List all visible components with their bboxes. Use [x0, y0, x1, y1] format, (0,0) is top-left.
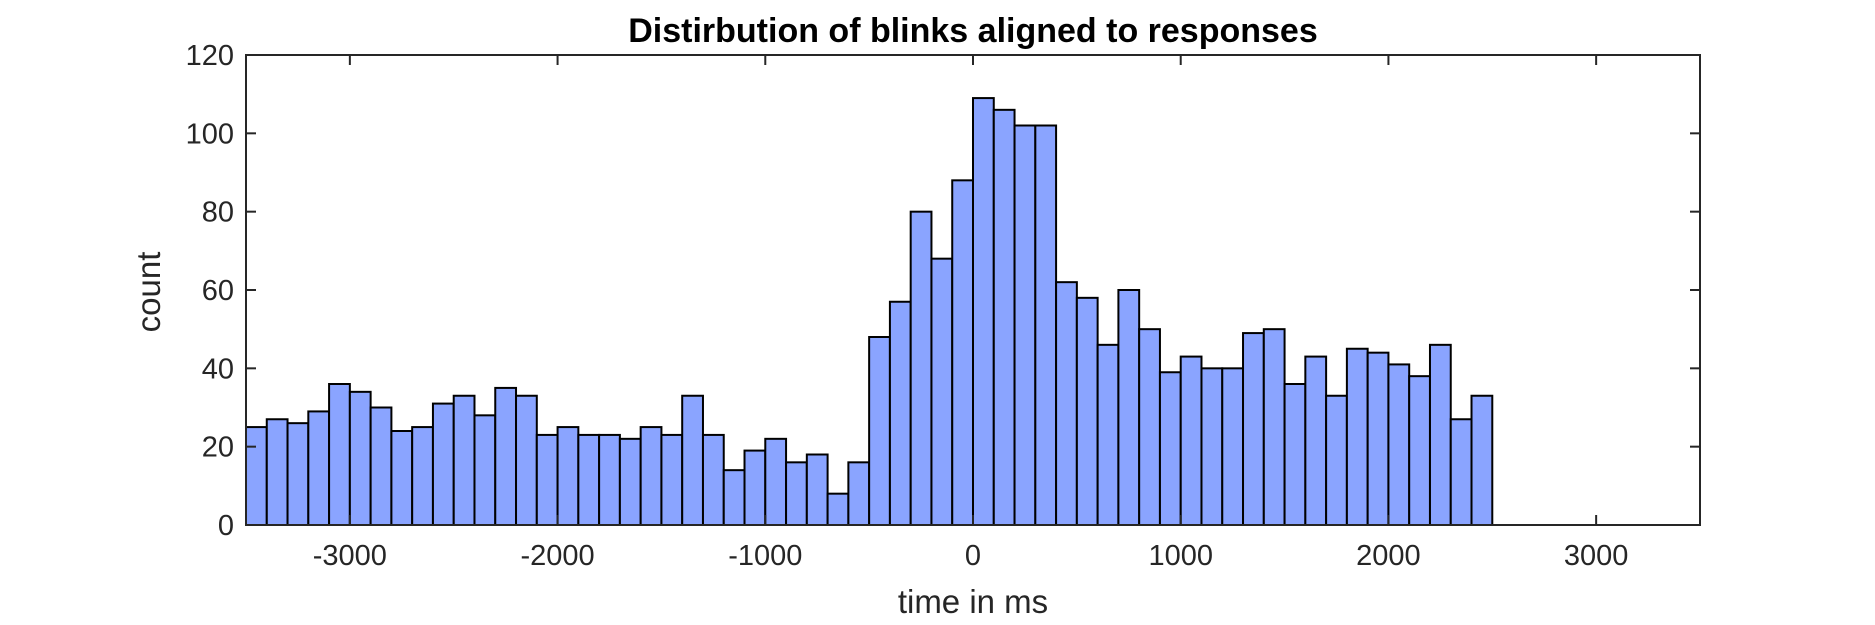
chart-title: Distirbution of blinks aligned to respon…	[628, 12, 1318, 50]
histogram-bar	[390, 430, 414, 526]
histogram-bar	[556, 426, 580, 527]
histogram-bar	[577, 433, 601, 526]
histogram-bar	[1242, 332, 1265, 527]
x-tick-label: 3000	[1564, 540, 1629, 572]
x-tick-label: 2000	[1356, 540, 1421, 572]
y-tick-label: 20	[202, 432, 234, 464]
histogram-bar	[1304, 355, 1328, 527]
histogram-bar	[1138, 328, 1161, 526]
histogram-bar	[1158, 371, 1182, 526]
histogram-bar	[328, 383, 351, 526]
histogram-bar	[431, 402, 455, 527]
histogram-bar	[1470, 394, 1494, 526]
histogram-bar	[494, 386, 518, 526]
histogram-bar	[452, 394, 476, 526]
histogram-bar	[1200, 367, 1224, 527]
histogram-bar	[618, 437, 642, 527]
histogram-bar	[951, 179, 975, 526]
histogram-bar	[1428, 343, 1452, 527]
y-tick-label: 0	[218, 510, 234, 542]
y-tick-label: 100	[186, 118, 234, 150]
histogram-bar	[722, 469, 746, 526]
x-tick-label: -1000	[728, 540, 802, 572]
histogram-bar	[1117, 289, 1141, 526]
histogram-bar	[1262, 328, 1286, 526]
y-tick-label: 80	[202, 197, 234, 229]
histogram-bar	[1449, 418, 1473, 526]
histogram-bar	[868, 336, 891, 526]
histogram-bar	[681, 394, 704, 526]
histogram-bar	[992, 108, 1016, 526]
histogram-bar	[1325, 394, 1348, 526]
histogram-bar	[307, 410, 331, 526]
histogram-bar	[286, 422, 310, 526]
histogram-bar	[764, 437, 788, 527]
histogram-bar	[1075, 296, 1099, 527]
y-axis-label: count	[130, 252, 167, 333]
x-axis-label: time in ms	[898, 583, 1048, 620]
plot-frame	[245, 54, 1701, 526]
x-tick-label: -3000	[313, 540, 387, 572]
histogram-bar	[598, 433, 621, 526]
histogram-bar	[1013, 124, 1037, 526]
histogram-bar	[805, 453, 829, 526]
histogram-bar	[369, 406, 393, 526]
histogram-bar	[535, 433, 559, 526]
histogram-bar	[1221, 367, 1245, 527]
y-tick-label: 120	[186, 40, 234, 72]
histogram-bar	[930, 257, 954, 526]
histogram-bar	[826, 492, 850, 526]
histogram-bar	[1408, 375, 1431, 526]
histogram-bar	[1345, 347, 1369, 526]
y-tick-label: 60	[202, 275, 234, 307]
histogram-bar	[515, 394, 538, 526]
histogram-bar	[1366, 351, 1390, 526]
histogram-bar	[245, 426, 268, 527]
histogram-bar	[348, 390, 372, 527]
histogram-bar	[1283, 383, 1307, 526]
histogram-bar	[1034, 124, 1058, 526]
histogram-bar	[701, 433, 725, 526]
histogram-bar	[1387, 363, 1411, 526]
histogram-bar	[1179, 355, 1203, 527]
histogram-bar	[411, 426, 434, 527]
histogram-bar	[785, 461, 808, 527]
histogram-bar	[847, 461, 871, 527]
histogram-bar	[1096, 343, 1120, 527]
bars-group	[245, 97, 1494, 527]
histogram-bar	[1055, 281, 1078, 526]
histogram-bar	[660, 433, 684, 526]
histogram-bar	[972, 97, 995, 526]
histogram-bar	[909, 210, 933, 527]
y-tick-label: 40	[202, 353, 234, 385]
x-tick-label: -2000	[520, 540, 594, 572]
histogram-bar	[265, 418, 289, 526]
ticks-group: -3000 -2000 -1000 0 1000 2000 3000 0 20 40 60 80 100…	[186, 40, 1700, 572]
histogram-bar	[473, 414, 497, 527]
histogram-bar	[639, 426, 663, 527]
histogram-bar	[743, 449, 767, 527]
x-tick-label: 1000	[1148, 540, 1213, 572]
x-tick-label: 0	[965, 540, 981, 572]
histogram-bar	[888, 300, 912, 526]
